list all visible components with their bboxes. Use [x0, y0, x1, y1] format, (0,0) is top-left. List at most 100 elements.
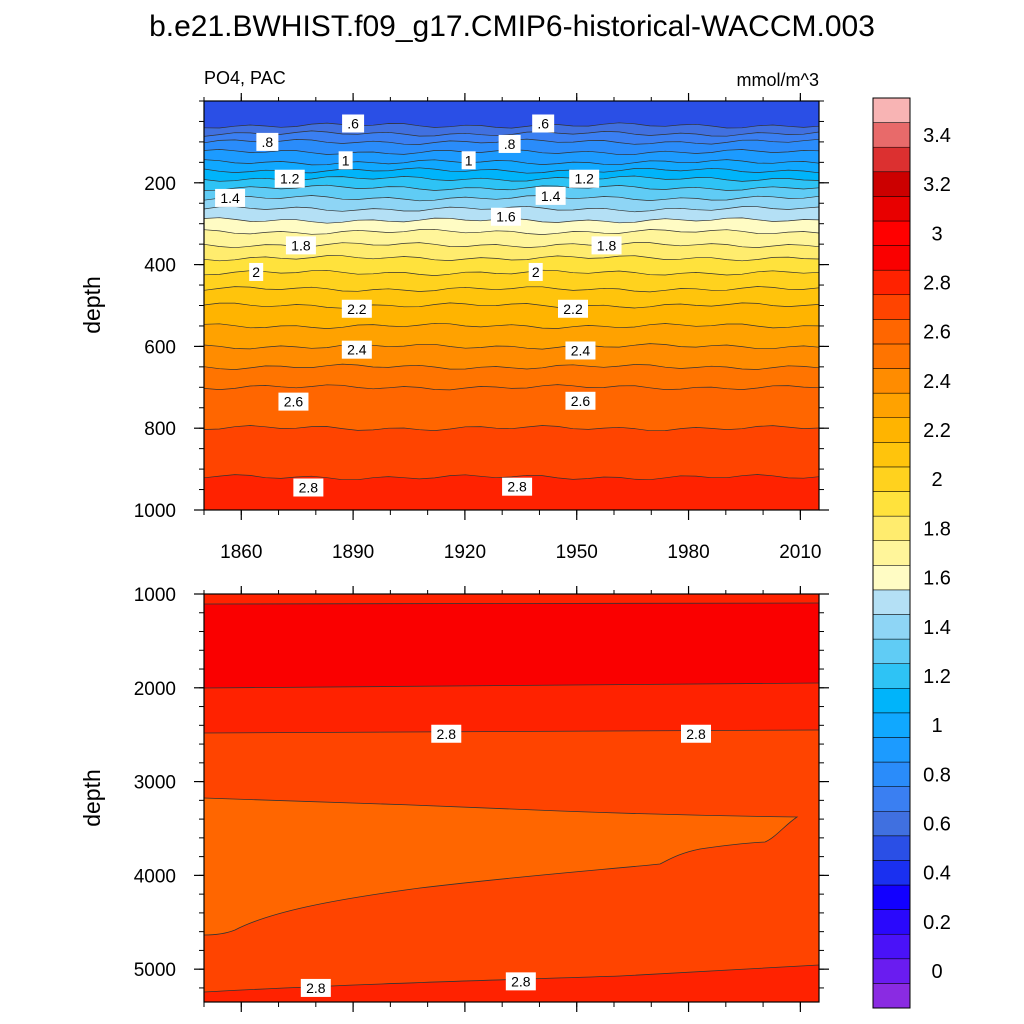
svg-text:2.8: 2.8	[437, 726, 457, 742]
colorbar-swatch	[872, 392, 911, 418]
colorbar-label: 1.6	[923, 568, 951, 590]
upper-y-tick-label: 1000	[134, 501, 176, 522]
contour-label: 2.2	[558, 299, 588, 318]
x-tick-label: 1980	[667, 542, 709, 563]
contour-label: 2.6	[278, 392, 309, 411]
colorbar-label: 3	[931, 223, 942, 245]
upper-contour-line	[204, 343, 819, 350]
svg-text:2.8: 2.8	[686, 726, 706, 742]
svg-text:1.6: 1.6	[496, 209, 516, 225]
upper-y-tick-label: 400	[144, 256, 176, 277]
colorbar-swatch	[872, 294, 911, 320]
svg-text:2.8: 2.8	[507, 479, 527, 495]
lower-contour-bands	[204, 594, 819, 1002]
x-tick-label: 1950	[556, 542, 598, 563]
lower-y-tick-label: 1000	[134, 585, 176, 606]
contour-label: 2.4	[565, 341, 596, 360]
colorbar-swatches	[872, 97, 911, 1009]
svg-text:1: 1	[465, 152, 473, 168]
contour-label: 2	[249, 262, 264, 281]
svg-text:2.6: 2.6	[571, 393, 591, 409]
upper-contour-labels: .6 .6 .8 .8 1 1 1.2 1.2 1.4 1.4 1.6 1.8 1.8 2 2 2.2 2.2 2…	[215, 114, 622, 497]
colorbar-swatch	[872, 171, 911, 197]
svg-text:2.6: 2.6	[284, 394, 304, 410]
lower-contour-lines	[204, 602, 819, 993]
colorbar-swatch	[872, 269, 911, 296]
svg-text:.8: .8	[504, 136, 516, 152]
svg-text:2: 2	[532, 264, 540, 280]
upper-contour-line	[204, 130, 819, 137]
colorbar-swatch	[872, 786, 911, 812]
upper-y-tick-label: 800	[144, 419, 176, 440]
colorbar-swatch	[872, 909, 911, 935]
svg-text:1.4: 1.4	[220, 190, 240, 206]
upper-contour-line	[204, 255, 819, 262]
upper-y-tick-label: 200	[144, 174, 176, 195]
colorbar-swatch	[872, 491, 911, 517]
lower-y-tick-label: 4000	[134, 866, 176, 887]
colorbar-label: 0.8	[923, 764, 951, 786]
upper-contour-line	[204, 322, 819, 329]
x-tick-label: 2010	[779, 542, 821, 563]
upper-units-label: mmol/m^3	[737, 70, 819, 90]
colorbar-swatch	[872, 688, 911, 714]
contour-label: 2.8	[293, 478, 324, 497]
svg-text:2.2: 2.2	[563, 301, 583, 317]
colorbar-swatch	[872, 368, 911, 394]
colorbar-swatch	[872, 319, 911, 345]
colorbar-label: 2.8	[923, 272, 951, 294]
contour-label: 2.8	[300, 978, 331, 997]
contour-label: 1.4	[535, 186, 566, 205]
contour-label: 1.4	[215, 188, 246, 207]
x-tick-label: 1860	[220, 542, 262, 563]
colorbar-label: 0	[931, 961, 942, 983]
upper-y-axis: 200 400 600 800 1000	[134, 100, 829, 522]
contour-label: 2.8	[431, 724, 462, 743]
colorbar-label: 0.6	[923, 814, 951, 836]
upper-contour-line	[204, 228, 819, 235]
contour-label: 1.6	[490, 207, 521, 226]
upper-contour-line	[204, 184, 819, 191]
svg-text:1: 1	[342, 152, 350, 168]
svg-text:2: 2	[252, 264, 260, 280]
svg-text:2.8: 2.8	[306, 980, 326, 996]
colorbar-swatch	[872, 958, 911, 984]
colorbar-label: 3.4	[923, 125, 951, 147]
upper-contour-line	[204, 302, 819, 309]
colorbar-swatch	[872, 343, 911, 369]
colorbar-labels: 0 0.2 0.4 0.6 0.8 1 1.2 1.4 1.6 1.8 2 2.2 2.4 2.6 2.8 3…	[923, 125, 951, 983]
colorbar-swatch	[872, 122, 911, 148]
upper-contour-lines	[204, 122, 819, 481]
contour-label: 2	[528, 262, 543, 281]
colorbar-swatch	[872, 196, 911, 222]
contour-label: 1.2	[569, 169, 600, 188]
colorbar-label: 2	[931, 469, 942, 491]
contour-label: 1	[461, 151, 476, 170]
lower-y-tick-label: 3000	[134, 773, 176, 794]
colorbar-frame	[872, 97, 911, 1009]
contour-label: 2.6	[565, 391, 596, 410]
colorbar-swatch	[872, 663, 911, 689]
chart-title: b.e21.BWHIST.f09_g17.CMIP6-historical-WA…	[149, 10, 875, 43]
upper-contour-line	[204, 122, 819, 129]
colorbar-swatch	[872, 712, 911, 738]
contour-label: 2.8	[681, 724, 711, 743]
upper-contour-line	[204, 286, 819, 293]
colorbar-label: 1.2	[923, 666, 951, 688]
upper-y-axis-title: depth	[79, 276, 105, 334]
contour-label: 2.8	[505, 972, 536, 991]
upper-contour-bands	[204, 101, 819, 510]
colorbar-label: 1.4	[923, 617, 951, 639]
svg-text:1.8: 1.8	[597, 237, 617, 253]
colorbar-label: 2.4	[923, 371, 951, 393]
colorbar-swatch	[872, 589, 911, 615]
svg-text:2.4: 2.4	[347, 342, 367, 358]
contour-label: .6	[532, 114, 555, 133]
lower-y-axis: 1000 2000 3000 4000 5000	[134, 585, 829, 989]
upper-x-axis: 1860 1890 1920 1950 1980 2010	[203, 93, 822, 563]
svg-text:1.2: 1.2	[574, 171, 594, 187]
colorbar-swatch	[872, 810, 911, 837]
upper-contour-line	[204, 159, 819, 166]
colorbar-swatch	[872, 835, 911, 861]
